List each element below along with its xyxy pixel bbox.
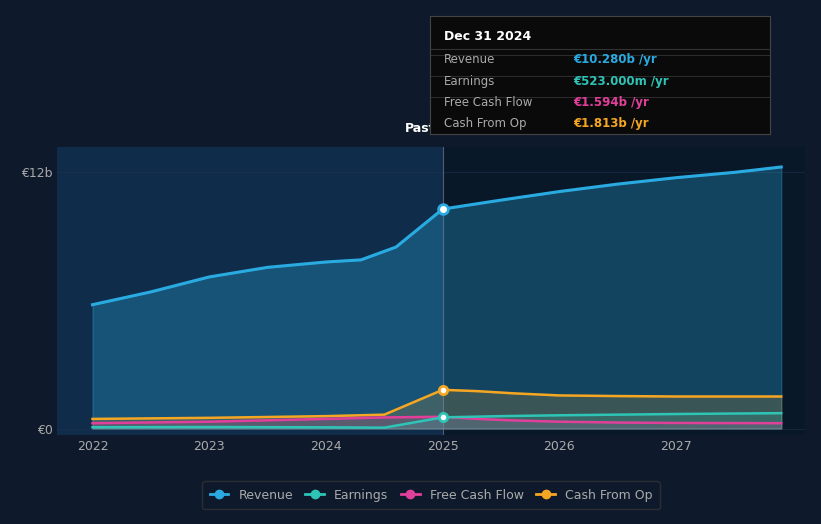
Text: €523.000m /yr: €523.000m /yr (573, 75, 668, 88)
Text: €1.813b /yr: €1.813b /yr (573, 117, 649, 130)
Bar (57, 147, 443, 435)
Text: Earnings: Earnings (444, 75, 495, 88)
Text: Revenue: Revenue (444, 53, 495, 67)
Legend: Revenue, Earnings, Free Cash Flow, Cash From Op: Revenue, Earnings, Free Cash Flow, Cash … (202, 482, 660, 509)
Text: Past: Past (405, 122, 435, 135)
Text: Analysts Forecasts: Analysts Forecasts (450, 122, 566, 135)
Text: Free Cash Flow: Free Cash Flow (444, 96, 532, 109)
Text: Cash From Op: Cash From Op (444, 117, 526, 130)
Text: Dec 31 2024: Dec 31 2024 (444, 30, 531, 43)
Text: €10.280b /yr: €10.280b /yr (573, 53, 657, 67)
Text: €1.594b /yr: €1.594b /yr (573, 96, 649, 109)
Bar (443, 147, 805, 435)
